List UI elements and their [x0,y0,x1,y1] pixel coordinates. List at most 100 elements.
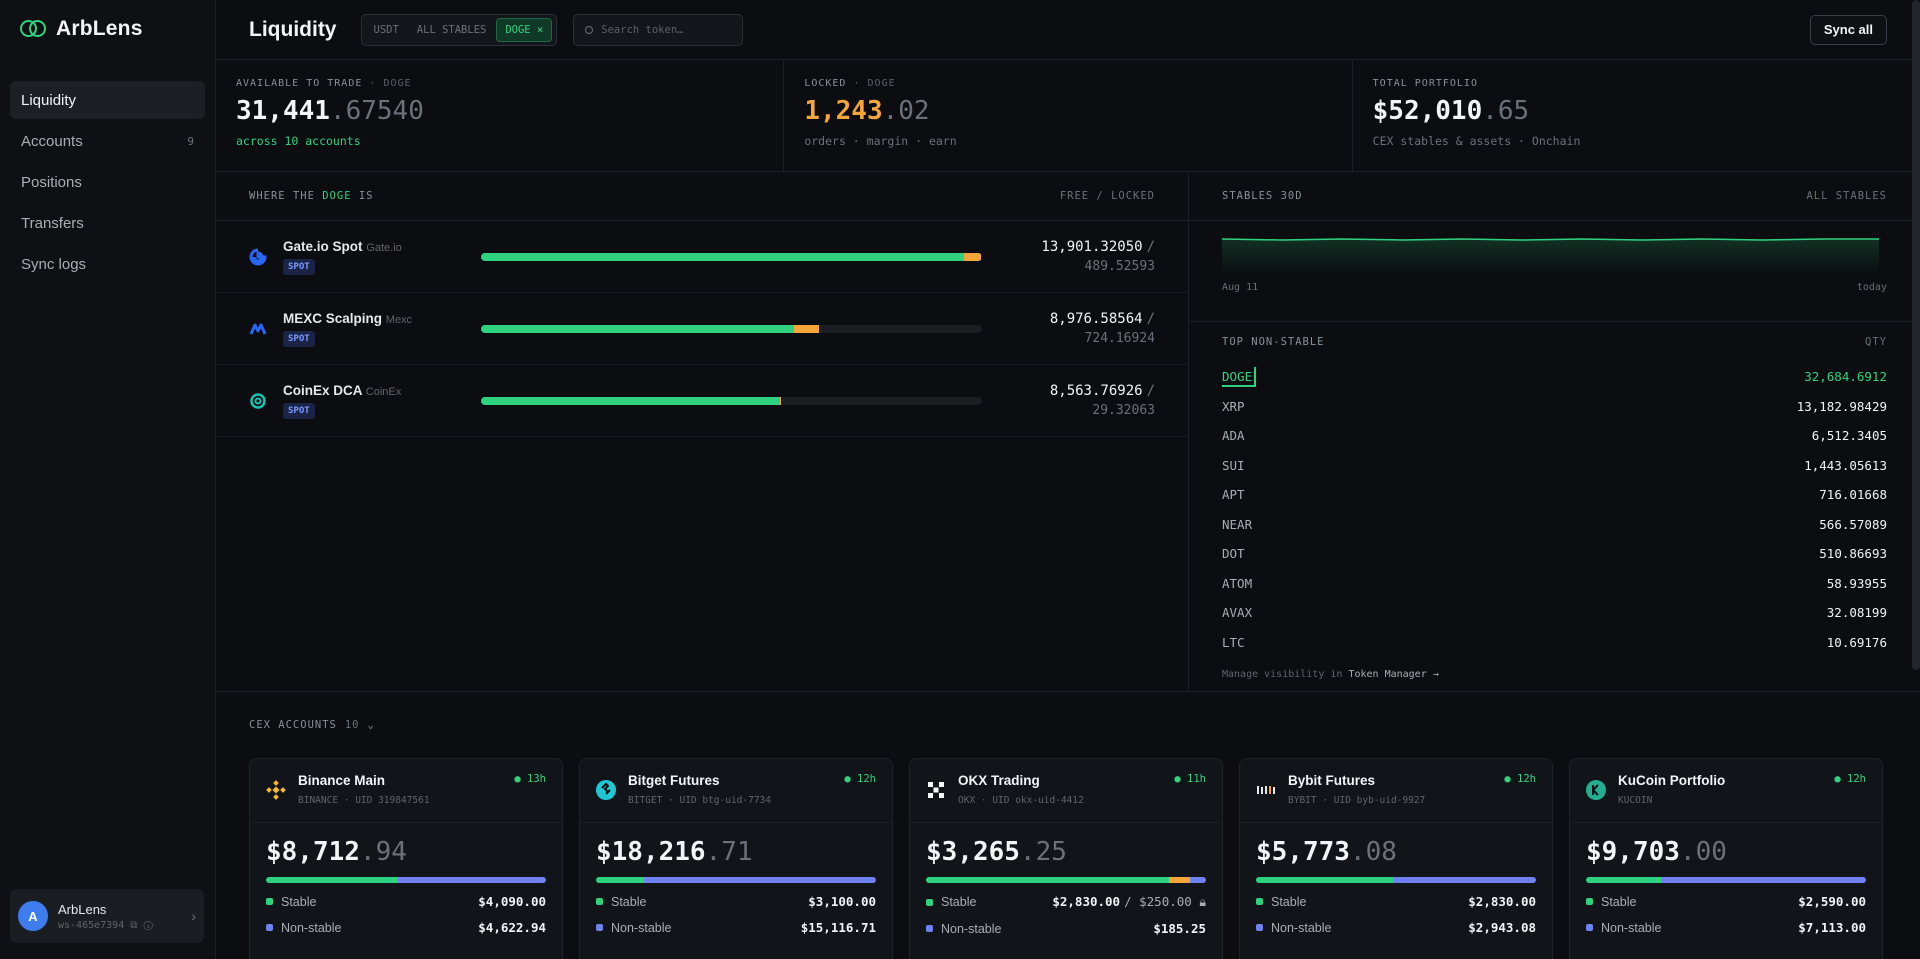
stable-bar-segment [1586,877,1661,883]
locked-bar-segment [1168,877,1191,883]
stable-bar-segment [596,877,644,883]
nonstable-line: Non-stable $15,116.71 [596,920,876,935]
filter-all-stables[interactable]: ALL STABLES [416,23,487,36]
binance-icon [266,780,286,800]
sidebar-item-transfers[interactable]: Transfers [10,204,205,242]
spot-badge: SPOT [283,402,315,419]
allocation-bar [266,877,546,883]
free-amount: 8,563.76926/ [1049,383,1155,399]
token-manager-link[interactable]: Token Manager → [1348,669,1439,680]
stables-chart: Aug 11 today [1189,221,1920,322]
card-name: OKX Trading [958,773,1040,788]
token-row[interactable]: DOGE 32,684.6912 [1189,362,1920,392]
free-amount: 8,976.58564/ [1049,311,1155,327]
free-locked-bar [481,324,982,333]
account-name: MEXC Scalping Mexc [283,310,413,326]
nonstable-dot [266,924,273,931]
account-name: CoinEx DCA CoinEx [283,382,402,398]
token-symbol: DOGE [1222,366,1257,387]
stable-line: Stable $4,090.00 [266,894,546,909]
brand[interactable]: ArbLens [0,0,215,58]
nonstable-bar-segment [1660,877,1866,883]
token-row[interactable]: LTC 10.69176 [1189,628,1920,658]
all-stables-link[interactable]: ALL STABLES [1806,190,1887,202]
filter-doge[interactable]: DOGE × [496,17,553,42]
sidebar-nav: Liquidity Accounts 9 Positions Transfers… [0,58,215,283]
scrollbar[interactable] [1912,0,1920,670]
sidebar-item-sync-logs[interactable]: Sync logs [10,245,205,283]
accounts-count-badge: 9 [187,134,194,148]
account-row[interactable]: MEXC Scalping Mexc SPOT 8,976.58564/ 724… [216,293,1188,365]
filter-usdt[interactable]: USDT [373,23,399,36]
search-box [573,13,744,46]
where-header: WHERE THE DOGE IS FREE / LOCKED [216,172,1188,221]
card-name: Bitget Futures [628,773,720,788]
token-row[interactable]: AVAX 32.08199 [1189,598,1920,628]
token-qty: 13,182.98429 [1796,398,1887,414]
allocation-bar [926,877,1206,883]
sidebar-item-label: Accounts [21,132,83,150]
nonstable-dot [596,924,603,931]
token-row[interactable]: APT 716.01668 [1189,480,1920,510]
search-input[interactable] [601,23,722,36]
token-row[interactable]: XRP 13,182.98429 [1189,392,1920,422]
token-row[interactable]: ADA 6,512.3405 [1189,421,1920,451]
x-label-end: today [1856,282,1887,293]
stable-dot [1586,898,1593,905]
cex-account-card[interactable]: KuCoin Portfolio KUCOIN ● 12h $9,703.00 … [1569,758,1883,959]
stat-sub: across 10 accounts [236,134,361,148]
card-total: $5,773.08 [1256,837,1397,867]
user-card[interactable]: A ArbLens ws-465e7394 ⧉ ⓘ › [10,889,204,943]
sidebar-item-accounts[interactable]: Accounts 9 [10,122,205,160]
allocation-bar [1256,877,1536,883]
nonstable-line: Non-stable $4,622.94 [266,920,546,935]
bitget-icon [596,780,616,800]
token-row[interactable]: ATOM 58.93955 [1189,569,1920,599]
sidebar-item-label: Positions [21,173,82,191]
sync-all-button[interactable]: Sync all [1809,14,1887,45]
stable-dot [596,898,603,905]
right-panel: STABLES 30D ALL STABLES [1189,172,1920,691]
lock-icon: 🔒︎ [1199,894,1206,909]
search-icon [585,25,594,34]
sidebar-item-liquidity[interactable]: Liquidity [10,81,205,119]
token-symbol: APT [1222,487,1245,503]
x-label-start: Aug 11 [1222,282,1259,293]
stat-label: TOTAL PORTFOLIO [1372,78,1478,89]
stats-row: AVAILABLE TO TRADE · DOGE 31,441.67540 a… [216,60,1920,172]
sidebar-item-positions[interactable]: Positions [10,163,205,201]
token-row[interactable]: NEAR 566.57089 [1189,510,1920,540]
info-icon[interactable]: ⓘ [143,919,153,931]
cex-account-card[interactable]: Bybit Futures BYBIT · UID byb-uid-9927 ●… [1239,758,1553,959]
sidebar-item-label: Liquidity [21,91,77,109]
nonstable-bar-segment [1190,877,1206,883]
account-name: Gate.io Spot Gate.io [283,238,402,254]
cex-account-card[interactable]: Bitget Futures BITGET · UID btg-uid-7734… [579,758,893,959]
account-row[interactable]: Gate.io Spot Gate.io SPOT 13,901.32050/ … [216,221,1188,293]
locked-amount: 489.52593 [1084,259,1155,274]
page-header: Liquidity USDT ALL STABLES DOGE × Sync a… [216,0,1920,60]
card-total: $18,216.71 [596,837,753,867]
token-row[interactable]: DOT 510.86693 [1189,539,1920,569]
token-qty: 32.08199 [1826,605,1887,621]
free-locked-bar [481,396,982,405]
card-uid: KUCOIN [1618,795,1653,806]
stables-header: STABLES 30D ALL STABLES [1189,172,1920,221]
allocation-bar [596,877,876,883]
stat-sub: CEX stables & assets · Onchain [1372,134,1581,148]
token-row[interactable]: SUI 1,443.05613 [1189,451,1920,481]
cex-account-card[interactable]: OKX Trading OKX · UID okx-uid-4412 ● 11h… [909,758,1223,959]
card-total: $3,265.25 [926,837,1067,867]
account-row[interactable]: CoinEx DCA CoinEx SPOT 8,563.76926/ 29.3… [216,365,1188,437]
brand-name: ArbLens [56,17,143,40]
copy-icon[interactable]: ⧉ [130,919,138,931]
stable-dot [1256,898,1263,905]
cex-accounts-header[interactable]: CEX ACCOUNTS 10 ⌄ [249,719,375,731]
stable-dot [926,898,933,906]
card-total: $9,703.00 [1586,837,1727,867]
chevron-down-icon: ⌄ [367,719,375,731]
stat-label: LOCKED · DOGE [804,78,896,89]
cex-account-card[interactable]: Binance Main BINANCE · UID 319847561 ● 1… [249,758,563,959]
stable-bar-segment [266,877,398,883]
bybit-icon [1256,780,1276,800]
